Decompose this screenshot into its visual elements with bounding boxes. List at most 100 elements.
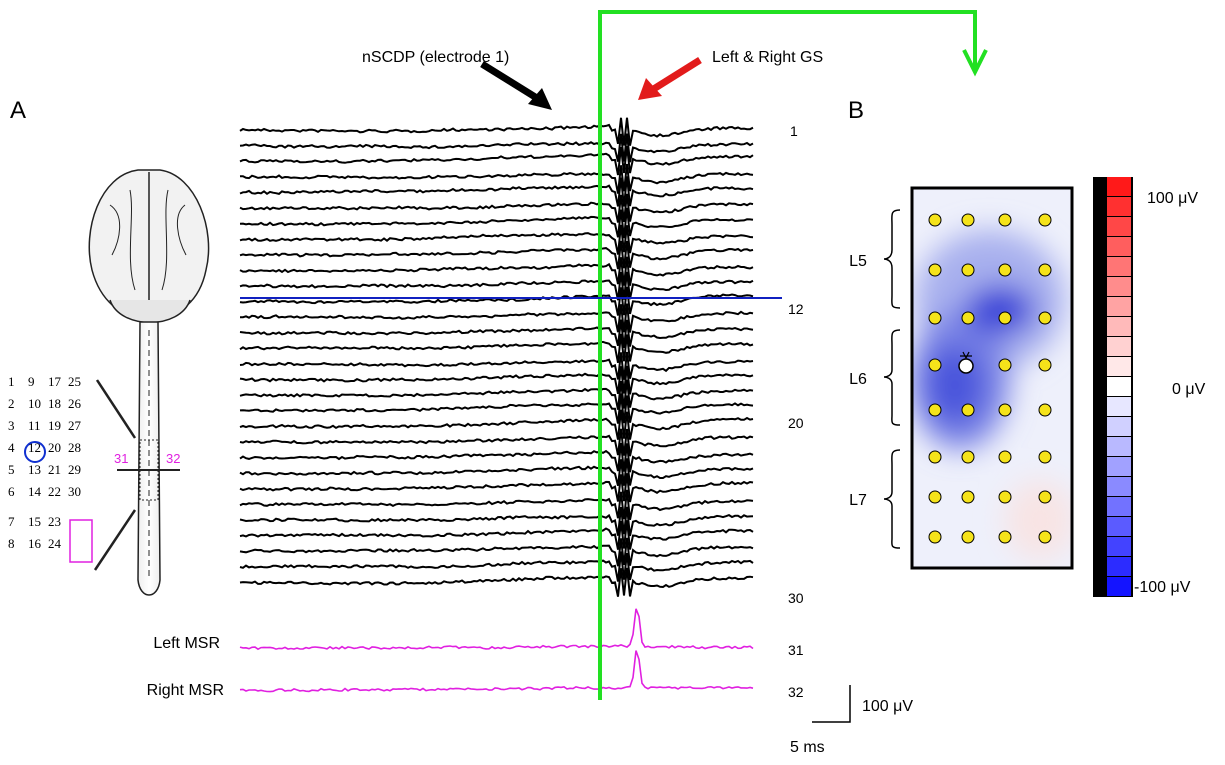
electrode-dot — [998, 358, 1012, 372]
electrode-label: 32 — [166, 451, 180, 466]
trace-label: 32 — [788, 684, 804, 700]
eeg-trace — [239, 145, 754, 176]
electrode-dot — [1038, 530, 1052, 544]
scale-bar — [812, 685, 851, 723]
scale-label: 100 μV — [862, 698, 913, 715]
annotation: nSCDP (electrode 1) — [362, 49, 509, 66]
eeg-trace — [239, 458, 754, 487]
electrode-number: 23 — [48, 514, 61, 529]
segment-label: L7 — [849, 492, 867, 509]
braces — [883, 209, 901, 549]
electrode-number: 11 — [28, 418, 41, 433]
electrode-dot — [1038, 311, 1052, 325]
colorbar-band — [1107, 257, 1131, 276]
colorbar-band — [1107, 177, 1131, 196]
electrode-dot — [961, 311, 975, 325]
eeg-trace — [239, 286, 754, 316]
electrode-highlight — [24, 441, 46, 463]
electrode-dot — [1038, 490, 1052, 504]
colorbar-band — [1107, 317, 1131, 336]
brain-drawing — [88, 169, 210, 596]
electrode-dot — [998, 213, 1012, 227]
colorbar-label: 0 μV — [1172, 381, 1206, 398]
colorbar-label: 100 μV — [1147, 190, 1198, 207]
arrow-head — [528, 88, 552, 110]
electrode-number: 16 — [28, 536, 42, 551]
eeg-trace — [239, 442, 754, 473]
potential-map — [912, 188, 1072, 568]
electrode-label: 31 — [114, 451, 128, 466]
colorbar — [1093, 177, 1133, 597]
segment-label: L5 — [849, 253, 867, 270]
electrode-dot — [928, 358, 942, 372]
electrode-dot — [998, 263, 1012, 277]
electrode-number: 1 — [8, 374, 15, 389]
electrode-dot — [998, 403, 1012, 417]
colorbar-band — [1107, 377, 1131, 396]
trace-label: 20 — [788, 415, 804, 431]
electrode-dot — [928, 311, 942, 325]
eeg-trace — [239, 551, 754, 582]
eeg-trace — [239, 650, 754, 693]
colorbar-label: -100 μV — [1134, 579, 1191, 596]
electrode-dot — [961, 263, 975, 277]
eeg-trace — [239, 506, 754, 537]
eeg-trace — [239, 608, 754, 651]
colorbar-band — [1107, 357, 1131, 376]
eeg-trace — [239, 379, 754, 410]
eeg-trace — [239, 271, 754, 301]
eeg-trace — [239, 351, 754, 380]
electrode-dot — [961, 450, 975, 464]
scale-label: 5 ms — [790, 739, 825, 756]
colorbar-band — [1107, 197, 1131, 216]
electrode-number: 17 — [48, 374, 62, 389]
electrode-number: 25 — [68, 374, 81, 389]
colorbar-band — [1107, 537, 1131, 556]
electrode-dot — [1038, 263, 1052, 277]
colorbar-band — [1107, 517, 1131, 536]
electrode-dot — [998, 490, 1012, 504]
msr-label: Right MSR — [147, 682, 224, 699]
electrode-dot — [928, 450, 942, 464]
electrode-dot — [1038, 403, 1052, 417]
electrode-number: 15 — [28, 514, 41, 529]
eeg-trace — [239, 428, 754, 457]
electrode-dot — [1038, 213, 1052, 227]
electrode-number: 10 — [28, 396, 41, 411]
stimulus-line — [598, 10, 977, 700]
electrode-dot — [998, 311, 1012, 325]
electrode-dot — [928, 403, 942, 417]
colorbar-band — [1107, 337, 1131, 356]
eeg-trace — [239, 393, 754, 424]
electrode-dot — [961, 490, 975, 504]
electrode-number: 28 — [68, 440, 81, 455]
electrode-number: 9 — [28, 374, 35, 389]
eeg-trace — [239, 193, 754, 223]
colorbar-band — [1107, 237, 1131, 256]
eeg-trace — [239, 489, 754, 521]
colorbar-band — [1107, 397, 1131, 416]
electrode-number: 30 — [68, 484, 81, 499]
arrow-head — [962, 49, 988, 77]
eeg-trace — [239, 473, 754, 503]
electrode-number: 3 — [8, 418, 15, 433]
electrode-dot — [928, 213, 942, 227]
colorbar-band — [1107, 497, 1131, 516]
electrode-number: 6 — [8, 484, 15, 499]
eeg-trace — [239, 365, 754, 395]
electrode-box — [69, 519, 93, 563]
electrode-dots — [928, 213, 1052, 544]
electrode-number: 4 — [8, 440, 15, 455]
electrode-number: 12 — [28, 440, 41, 455]
electrode-number: 21 — [48, 462, 61, 477]
arrow — [650, 57, 702, 93]
colorbar-band — [1107, 477, 1131, 496]
electrode-dot — [928, 490, 942, 504]
electrode-dot — [998, 450, 1012, 464]
annotation: Left & Right GS — [712, 49, 823, 66]
electrode-number: 24 — [48, 536, 62, 551]
arrow-head — [638, 78, 662, 100]
eeg-trace — [239, 333, 754, 363]
electrode-number: 19 — [48, 418, 61, 433]
eeg-trace — [239, 207, 754, 239]
